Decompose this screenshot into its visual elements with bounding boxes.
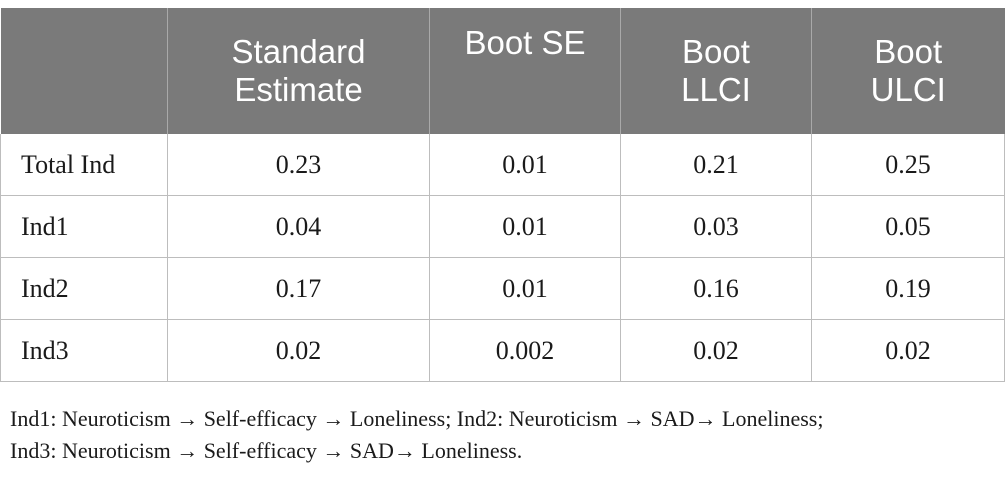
header-cell-boot-llci: Boot LLCI <box>620 8 812 134</box>
header-cell-boot-ulci: Boot ULCI <box>811 8 1005 134</box>
cell-boot-ulci: 0.02 <box>811 319 1005 382</box>
table-row: Ind1 0.04 0.01 0.03 0.05 <box>0 195 1005 258</box>
row-label: Ind1 <box>0 195 168 258</box>
cell-boot-se: 0.01 <box>429 134 621 196</box>
cell-boot-llci: 0.16 <box>620 257 812 320</box>
mediation-effects-table: Standard Estimate Boot SE Boot LLCI Boot UL… <box>0 8 1005 382</box>
cell-boot-llci: 0.21 <box>620 134 812 196</box>
mediation-table-container: Standard Estimate Boot SE Boot LLCI Boot UL… <box>0 8 1005 382</box>
cell-boot-se: 0.01 <box>429 257 621 320</box>
table-row: Ind2 0.17 0.01 0.16 0.19 <box>0 257 1005 320</box>
header-text: Standard <box>231 33 366 70</box>
header-text: Estimate <box>234 71 363 108</box>
header-cell-boot-se: Boot SE <box>429 8 621 134</box>
cell-boot-ulci: 0.25 <box>811 134 1005 196</box>
footnote-line: Ind3: Neuroticism → Self-efficacy → SAD→… <box>10 438 523 463</box>
header-text: Boot SE <box>464 24 586 61</box>
table-row: Ind3 0.02 0.002 0.02 0.02 <box>0 319 1005 382</box>
cell-boot-ulci: 0.19 <box>811 257 1005 320</box>
header-text: Boot <box>874 33 943 70</box>
table-header: Standard Estimate Boot SE Boot LLCI Boot UL… <box>0 8 1005 134</box>
header-text: ULCI <box>870 71 946 108</box>
table-body: Total Ind 0.23 0.01 0.21 0.25 Ind1 0.04 … <box>0 134 1005 382</box>
footnote-line: Ind1: Neuroticism → Self-efficacy → Lone… <box>10 406 824 431</box>
cell-boot-se: 0.002 <box>429 319 621 382</box>
cell-standard-estimate: 0.23 <box>167 134 430 196</box>
header-cell-standard-estimate: Standard Estimate <box>167 8 430 134</box>
table-row: Total Ind 0.23 0.01 0.21 0.25 <box>0 134 1005 196</box>
cell-boot-llci: 0.02 <box>620 319 812 382</box>
cell-standard-estimate: 0.02 <box>167 319 430 382</box>
cell-standard-estimate: 0.04 <box>167 195 430 258</box>
cell-boot-llci: 0.03 <box>620 195 812 258</box>
cell-boot-se: 0.01 <box>429 195 621 258</box>
cell-boot-ulci: 0.05 <box>811 195 1005 258</box>
header-cell-blank <box>0 8 168 134</box>
cell-standard-estimate: 0.17 <box>167 257 430 320</box>
header-text: Boot <box>682 33 750 70</box>
row-label: Ind3 <box>0 319 168 382</box>
row-label: Ind2 <box>0 257 168 320</box>
row-label: Total Ind <box>0 134 168 196</box>
table-footnote: Ind1: Neuroticism → Self-efficacy → Lone… <box>10 403 1000 467</box>
header-row: Standard Estimate Boot SE Boot LLCI Boot UL… <box>0 8 1005 134</box>
header-text: LLCI <box>681 71 751 108</box>
